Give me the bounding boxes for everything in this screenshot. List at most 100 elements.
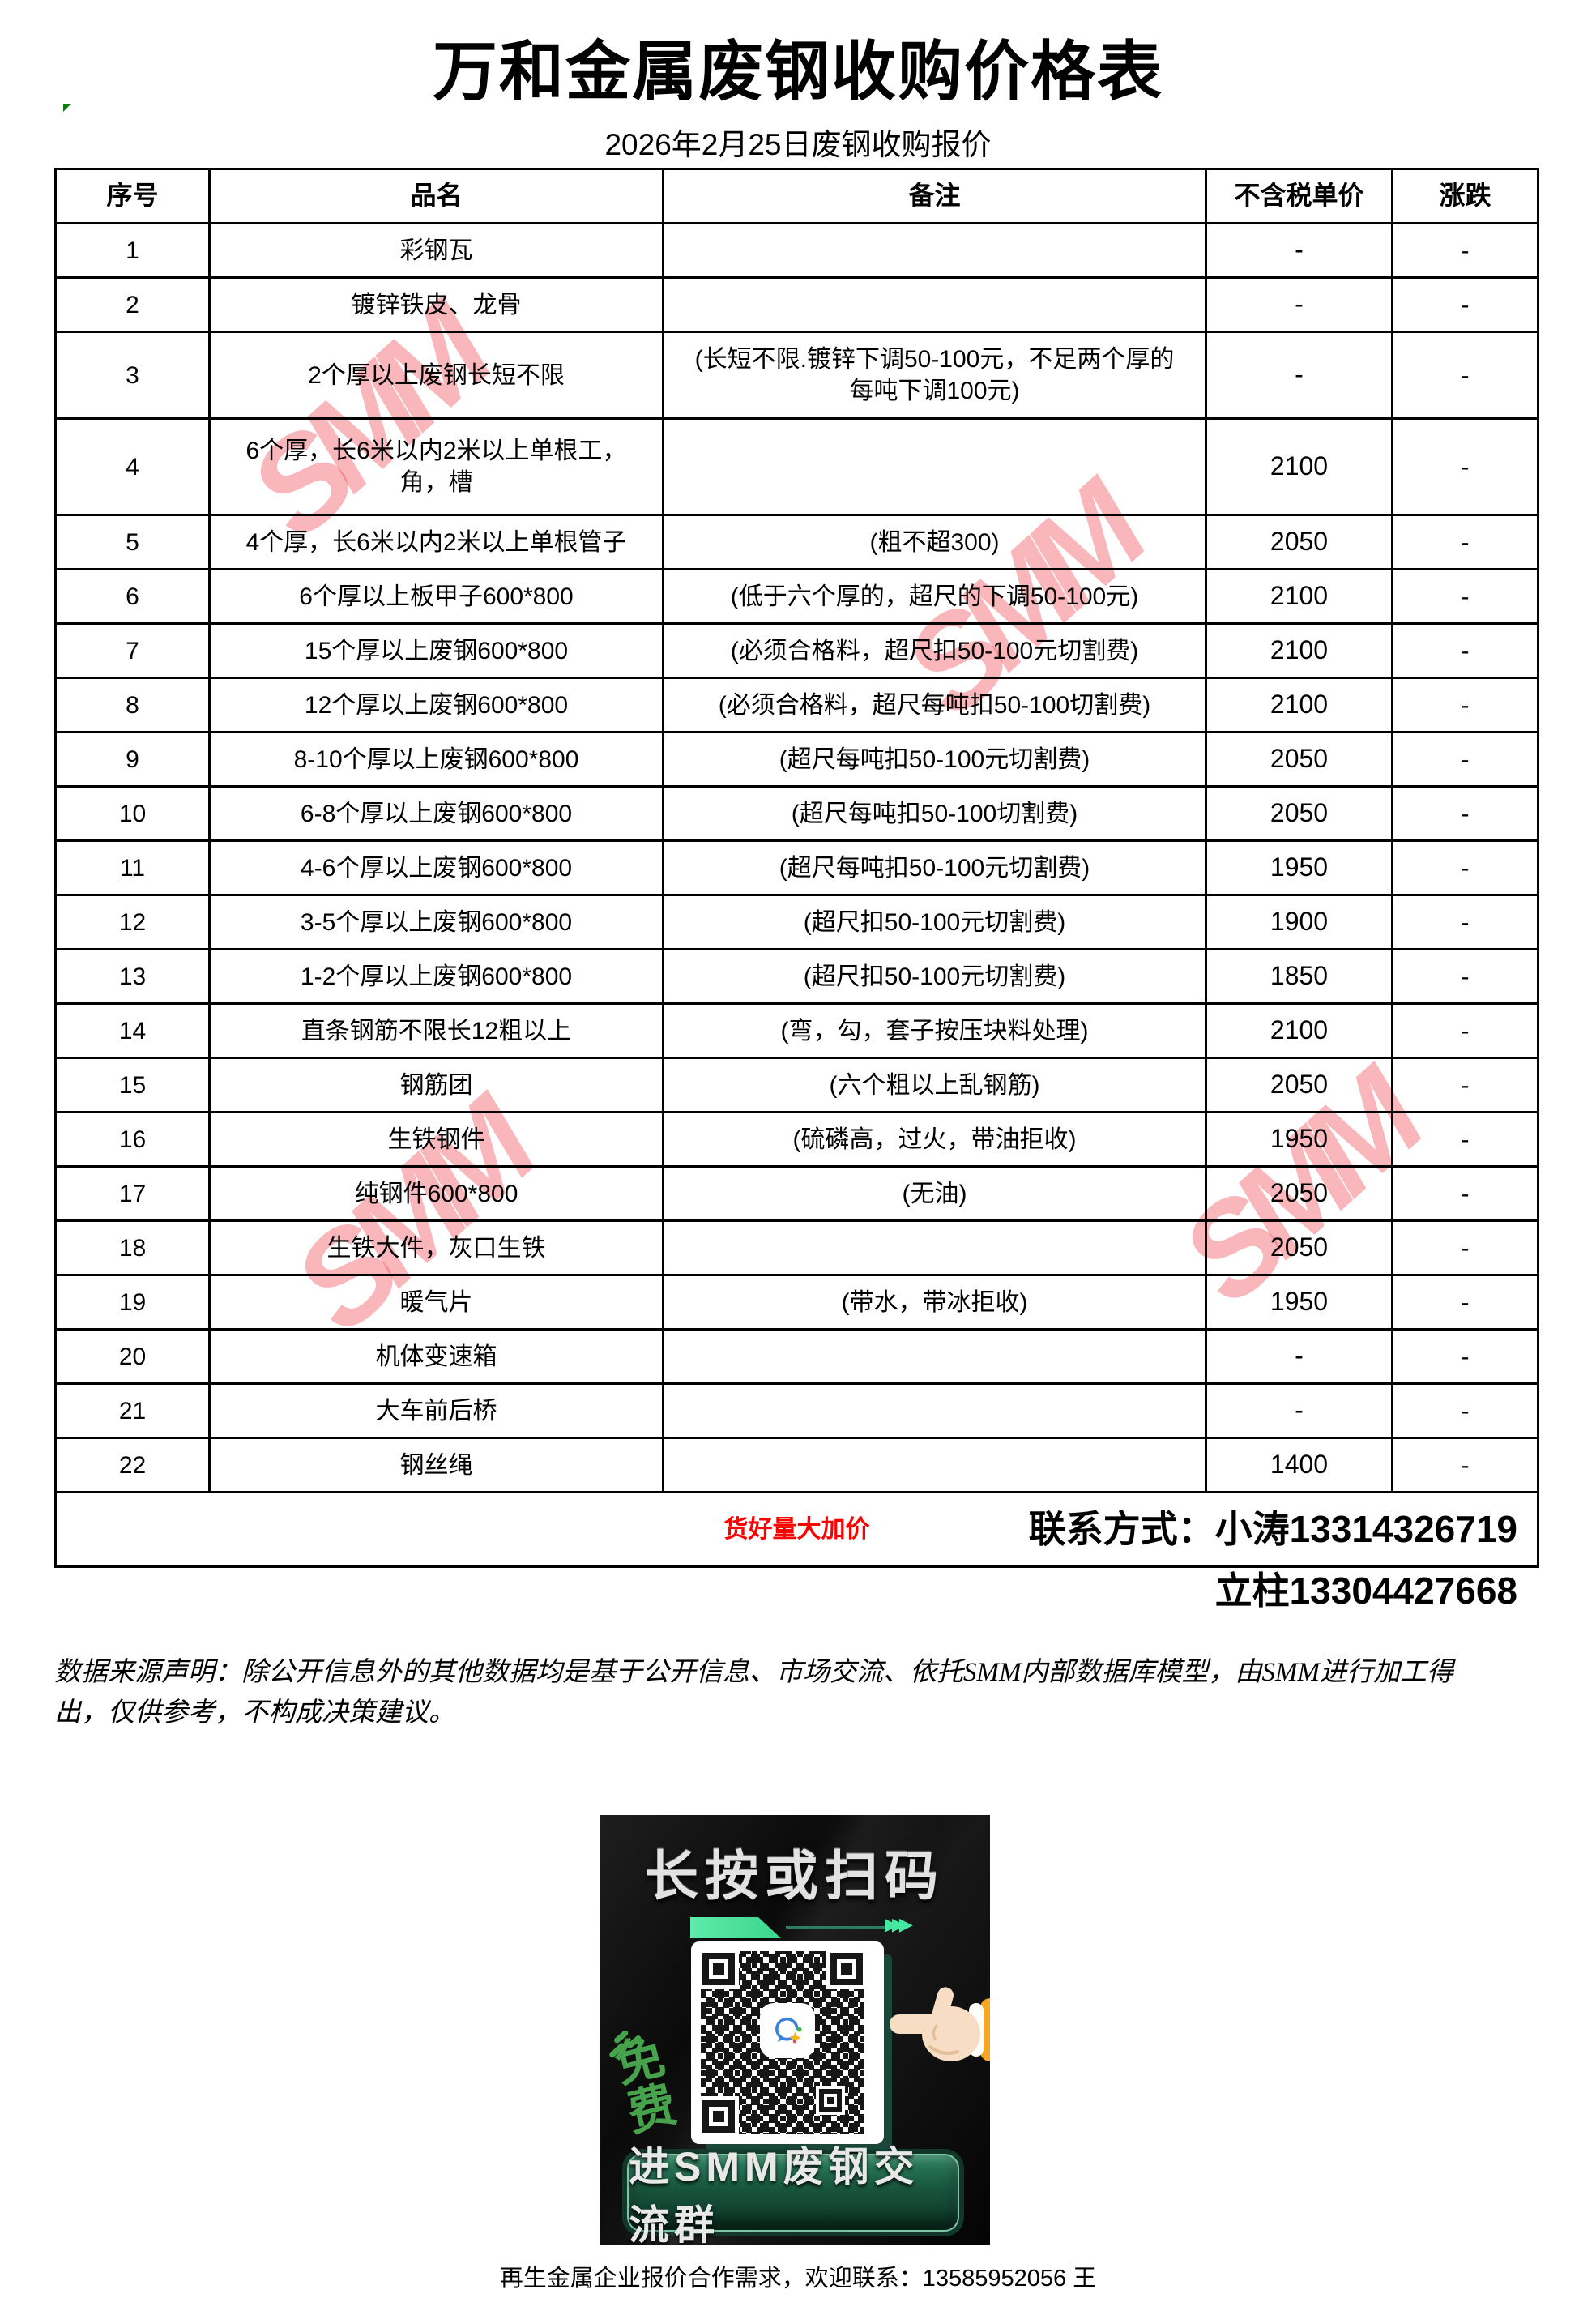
cell-name: 生铁大件，灰口生铁 [208,1219,664,1276]
cell-name: 8-10个厚以上废钢600*800 [208,731,664,788]
cell-change: - [1391,731,1539,788]
cell-remark: (弯，勾，套子按压块料处理) [662,1002,1207,1059]
cell-remark: (无油) [662,1165,1207,1222]
qr-finder-icon [819,2089,842,2112]
cell-change: - [1391,839,1539,896]
wechat-work-logo-icon [764,2007,811,2054]
qr-banner: 长按或扫码 ▶▶▶ [600,1815,990,2245]
cell-name: 机体变速箱 [208,1328,664,1385]
cell-index: 4 [54,417,211,516]
cell-name: 直条钢筋不限长12粗以上 [208,1002,664,1059]
cell-price: 2050 [1205,1165,1393,1222]
table-row: 7 15个厚以上废钢600*800 (必须合格料，超尺扣50-100元切割费) 210… [54,622,1539,679]
cell-remark: (必须合格料，超尺每吨扣50-100切割费) [662,677,1207,733]
cell-name: 钢筋团 [208,1057,664,1113]
cell-index: 13 [54,948,211,1005]
cell-name: 6-8个厚以上废钢600*800 [208,785,664,842]
cell-remark [662,276,1207,333]
cell-name: 钢丝绳 [208,1437,664,1493]
cell-index: 17 [54,1165,211,1222]
cell-price: - [1205,276,1393,333]
qr-finder-icon [702,1953,735,1985]
free-badge: 免费 [608,2029,719,2180]
cell-name: 纯钢件600*800 [208,1165,664,1222]
cell-remark: (超尺扣50-100元切割费) [662,948,1207,1005]
cell-name: 3-5个厚以上废钢600*800 [208,894,664,950]
cell-remark [662,1437,1207,1493]
table-row: 6 6个厚以上板甲子600*800 (低于六个厚的，超尺的下调50-100元) 210… [54,568,1539,625]
qr-code[interactable] [691,1941,884,2144]
cell-remark [662,417,1207,516]
cell-name: 1-2个厚以上废钢600*800 [208,948,664,1005]
cell-price: 2100 [1205,677,1393,733]
cell-change: - [1391,1165,1539,1222]
table-row: 15 钢筋团 (六个粗以上乱钢筋) 2050- [54,1057,1539,1113]
cell-price: 2050 [1205,514,1393,570]
cell-change: - [1391,894,1539,950]
cell-index: 12 [54,894,211,950]
table-footer-row: 货好量大加价 [54,1491,1539,1568]
pointing-hand-icon [890,1969,990,2084]
cell-price: 2100 [1205,417,1393,516]
column-header: 备注 [662,168,1207,224]
cell-price: - [1205,1328,1393,1385]
cell-index: 21 [54,1382,211,1439]
join-group-button[interactable]: 进SMM废钢交流群 [627,2144,959,2245]
cell-price: 2100 [1205,622,1393,679]
page-subtitle: 2026年2月25日废钢收购报价 [604,128,992,161]
cell-index: 20 [54,1328,211,1385]
qr-line-accent [786,1926,890,1929]
table-row: 13 1-2个厚以上废钢600*800 (超尺扣50-100元切割费) 1850- [54,948,1539,1005]
table-row: 8 12个厚以上废钢600*800 (必须合格料，超尺每吨扣50-100切割费) 21… [54,677,1539,733]
cell-index: 1 [54,222,211,279]
cell-index: 10 [54,785,211,842]
cell-change: - [1391,948,1539,1005]
cell-index: 8 [54,677,211,733]
cell-price: 2050 [1205,1057,1393,1113]
table-row: 20 机体变速箱 - - [54,1328,1539,1385]
cell-remark: (超尺每吨扣50-100元切割费) [662,839,1207,896]
cell-remark: (硫磷高，过火，带油拒收) [662,1111,1207,1168]
cell-index: 3 [54,331,211,420]
table-header: 序号 品名 备注 不含税单价 涨跌 [54,168,1539,224]
cell-price: - [1205,222,1393,279]
cell-change: - [1391,568,1539,625]
cell-comment-marker-icon [63,104,71,112]
cell-index: 16 [54,1111,211,1168]
cell-index: 5 [54,514,211,570]
cell-price: - [1205,331,1393,420]
qr-finder-icon [830,1953,863,1985]
cell-change: - [1391,331,1539,420]
cell-price: 2100 [1205,568,1393,625]
cell-remark [662,1382,1207,1439]
bottom-contact-note: 再生金属企业报价合作需求，欢迎联系：13585952056 王 [499,2266,1097,2292]
table-row: 21 大车前后桥 - - [54,1382,1539,1439]
contact-block: 联系方式：小涛13314326719 立柱13304427668 [1029,1499,1517,1622]
column-header: 品名 [208,168,664,224]
cell-index: 9 [54,731,211,788]
table-row: 18 生铁大件，灰口生铁 2050- [54,1219,1539,1276]
cell-name: 6个厚，长6米以内2米以上单根工， 角，槽 [208,417,664,516]
table-body: 1 彩钢瓦 - -2 镀锌铁皮、龙骨 - -3 2个厚以上废钢长短不限 (长短不限.镀锌下调50… [54,222,1539,1493]
triple-arrow-icon: ▶▶▶ [885,1914,913,1934]
column-header: 不含税单价 [1205,168,1393,224]
cell-index: 2 [54,276,211,333]
header-row: 序号 品名 备注 不含税单价 涨跌 [54,168,1539,224]
cell-price: 1850 [1205,948,1393,1005]
cell-change: - [1391,1382,1539,1439]
cell-change: - [1391,1274,1539,1331]
table-row: 10 6-8个厚以上废钢600*800 (超尺每吨扣50-100切割费) 2050- [54,785,1539,842]
column-header: 涨跌 [1391,168,1539,224]
cell-remark: (六个粗以上乱钢筋) [662,1057,1207,1113]
table-row: 22 钢丝绳 1400- [54,1437,1539,1493]
cell-change: - [1391,1437,1539,1493]
cell-index: 22 [54,1437,211,1493]
cell-price: 2050 [1205,1219,1393,1276]
contact-line-2: 立柱13304427668 [1214,1569,1517,1612]
table-row: 5 4个厚，长6米以内2米以上单根管子 (粗不超300) 2050- [54,514,1539,570]
cell-change: - [1391,1002,1539,1059]
table-row: 9 8-10个厚以上废钢600*800 (超尺每吨扣50-100元切割费) 2050- [54,731,1539,788]
cell-index: 7 [54,622,211,679]
cell-price: - [1205,1382,1393,1439]
